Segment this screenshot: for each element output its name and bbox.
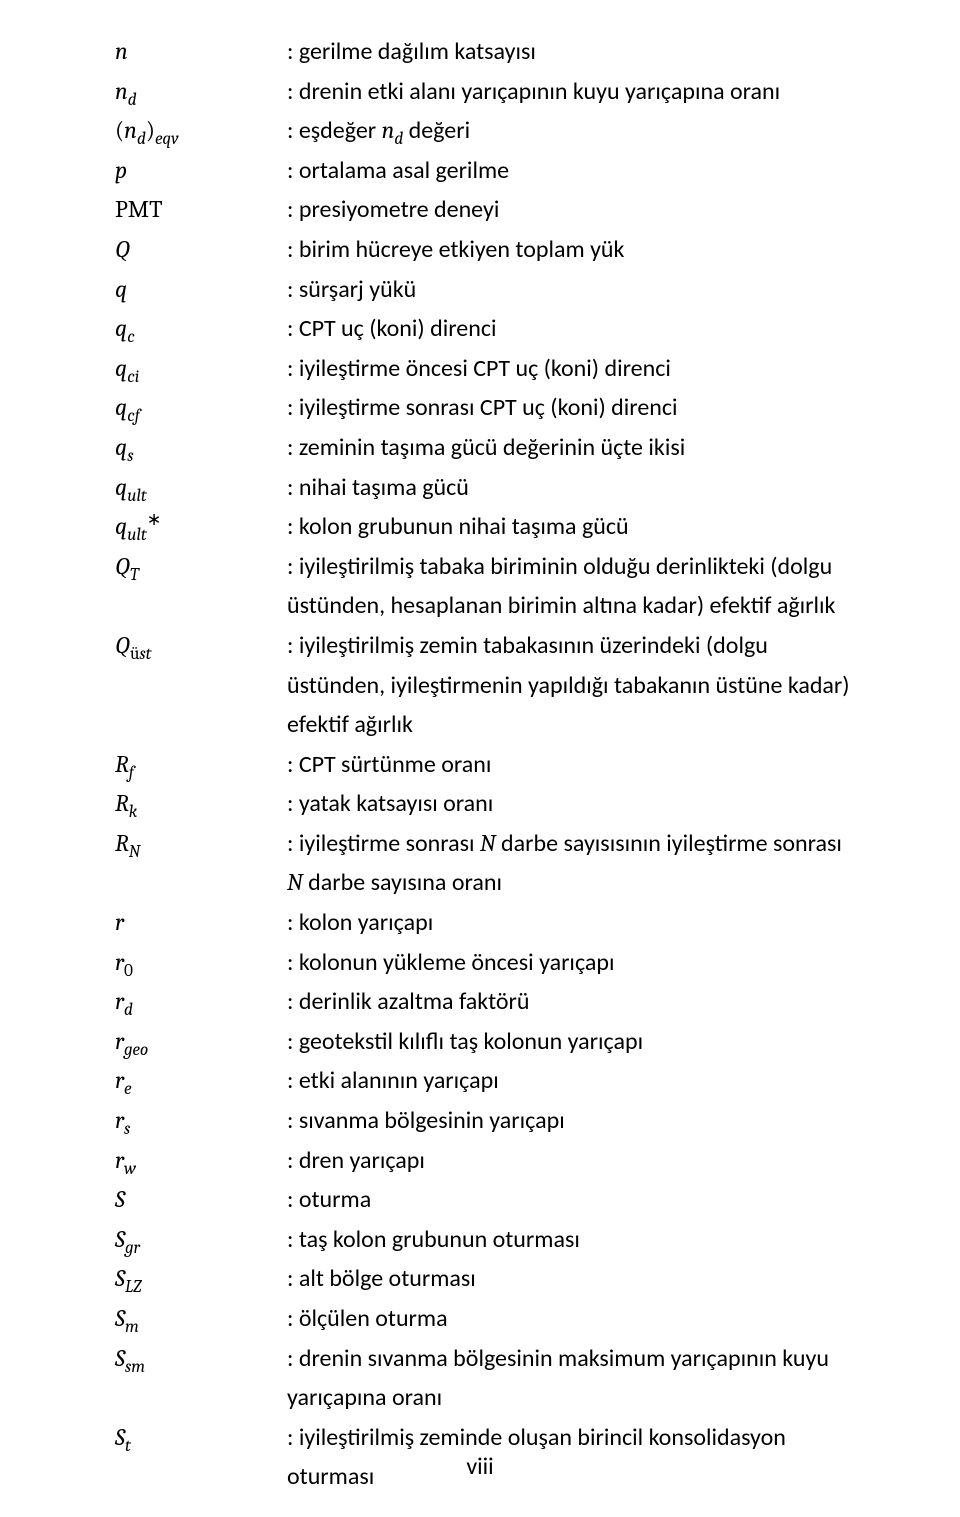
symbol: q: [115, 270, 287, 310]
description: : CPT uç (koni) direnci: [287, 309, 860, 349]
nomenclature-row: p: ortalama asal gerilme: [115, 151, 860, 191]
description: : yatak katsayısı oranı: [287, 784, 860, 824]
symbol: nd: [115, 72, 287, 112]
description: : etki alanının yarıçapı: [287, 1061, 860, 1101]
symbol: n: [115, 32, 287, 72]
symbol: re: [115, 1061, 287, 1101]
description: : geotekstil kılıflı taş kolonun yarıçap…: [287, 1022, 860, 1062]
description: : iyileştirme sonrası N darbe sayısısını…: [287, 824, 860, 903]
nomenclature-row: Ssm: drenin sıvanma bölgesinin maksimum …: [115, 1339, 860, 1418]
nomenclature-row: rs: sıvanma bölgesinin yarıçapı: [115, 1101, 860, 1141]
description: : zeminin taşıma gücü değerinin üçte iki…: [287, 428, 860, 468]
nomenclature-row: S: oturma: [115, 1180, 860, 1220]
description: : iyileştirilmiş tabaka biriminin olduğu…: [287, 547, 860, 626]
symbol: rs: [115, 1101, 287, 1141]
description: : presiyometre deneyi: [287, 190, 860, 230]
symbol: RN: [115, 824, 287, 864]
nomenclature-row: Sm: ölçülen oturma: [115, 1299, 860, 1339]
symbol: qcf: [115, 388, 287, 428]
nomenclature-row: RN: iyileştirme sonrası N darbe sayısısı…: [115, 824, 860, 903]
symbol: rw: [115, 1141, 287, 1181]
description: : sıvanma bölgesinin yarıçapı: [287, 1101, 860, 1141]
description: : ölçülen oturma: [287, 1299, 860, 1339]
symbol: qult: [115, 468, 287, 508]
nomenclature-row: qs: zeminin taşıma gücü değerinin üçte i…: [115, 428, 860, 468]
description: : eşdeğer nd değeri: [287, 111, 860, 151]
nomenclature-row: PMT: presiyometre deneyi: [115, 190, 860, 230]
description: : iyileştirme sonrası CPT uç (koni) dire…: [287, 388, 860, 428]
description: : taş kolon grubunun oturması: [287, 1220, 860, 1260]
nomenclature-row: SLZ: alt bölge oturması: [115, 1259, 860, 1299]
description: : birim hücreye etkiyen toplam yük: [287, 230, 860, 270]
nomenclature-row: n: gerilme dağılım katsayısı: [115, 32, 860, 72]
symbol: Rf: [115, 745, 287, 785]
nomenclature-row: Rf: CPT sürtünme oranı: [115, 745, 860, 785]
description: : drenin sıvanma bölgesinin maksimum yar…: [287, 1339, 860, 1418]
nomenclature-row: r: kolon yarıçapı: [115, 903, 860, 943]
description: : kolon yarıçapı: [287, 903, 860, 943]
nomenclature-list: n: gerilme dağılım katsayısınd: drenin e…: [115, 32, 860, 1497]
symbol: rd: [115, 982, 287, 1022]
nomenclature-row: qci: iyileştirme öncesi CPT uç (koni) di…: [115, 349, 860, 389]
symbol: qs: [115, 428, 287, 468]
description: : gerilme dağılım katsayısı: [287, 32, 860, 72]
symbol: Qüst: [115, 626, 287, 666]
nomenclature-row: (nd)eqv: eşdeğer nd değeri: [115, 111, 860, 151]
description: : kolonun yükleme öncesi yarıçapı: [287, 943, 860, 983]
nomenclature-row: nd: drenin etki alanı yarıçapının kuyu y…: [115, 72, 860, 112]
symbol: r0: [115, 943, 287, 983]
nomenclature-row: qult: nihai taşıma gücü: [115, 468, 860, 508]
nomenclature-row: rgeo: geotekstil kılıflı taş kolonun yar…: [115, 1022, 860, 1062]
symbol: Ssm: [115, 1339, 287, 1379]
page-number: viii: [0, 1452, 960, 1481]
symbol: Rk: [115, 784, 287, 824]
symbol: r: [115, 903, 287, 943]
description: : oturma: [287, 1180, 860, 1220]
nomenclature-row: qcf: iyileştirme sonrası CPT uç (koni) d…: [115, 388, 860, 428]
symbol: Sm: [115, 1299, 287, 1339]
nomenclature-row: rd: derinlik azaltma faktörü: [115, 982, 860, 1022]
symbol: Sgr: [115, 1220, 287, 1260]
nomenclature-row: qc: CPT uç (koni) direnci: [115, 309, 860, 349]
nomenclature-row: Rk: yatak katsayısı oranı: [115, 784, 860, 824]
symbol: Q: [115, 230, 287, 270]
nomenclature-row: rw: dren yarıçapı: [115, 1141, 860, 1181]
description: : iyileştirme öncesi CPT uç (koni) diren…: [287, 349, 860, 389]
symbol: QT: [115, 547, 287, 587]
symbol: qc: [115, 309, 287, 349]
symbol: qult∗: [115, 507, 287, 547]
nomenclature-row: Sgr: taş kolon grubunun oturması: [115, 1220, 860, 1260]
description: : derinlik azaltma faktörü: [287, 982, 860, 1022]
nomenclature-row: Q: birim hücreye etkiyen toplam yük: [115, 230, 860, 270]
symbol: S: [115, 1180, 287, 1220]
description: : kolon grubunun nihai taşıma gücü: [287, 507, 860, 547]
description: : alt bölge oturması: [287, 1259, 860, 1299]
nomenclature-row: re: etki alanının yarıçapı: [115, 1061, 860, 1101]
description: : drenin etki alanı yarıçapının kuyu yar…: [287, 72, 860, 112]
nomenclature-row: qult∗: kolon grubunun nihai taşıma gücü: [115, 507, 860, 547]
symbol: SLZ: [115, 1259, 287, 1299]
nomenclature-row: r0: kolonun yükleme öncesi yarıçapı: [115, 943, 860, 983]
nomenclature-row: Qüst: iyileştirilmiş zemin tabakasının ü…: [115, 626, 860, 745]
nomenclature-row: QT: iyileştirilmiş tabaka biriminin oldu…: [115, 547, 860, 626]
description: : sürşarj yükü: [287, 270, 860, 310]
symbol: p: [115, 151, 287, 191]
symbol: PMT: [115, 190, 287, 230]
description: : iyileştirilmiş zemin tabakasının üzeri…: [287, 626, 860, 745]
nomenclature-row: q: sürşarj yükü: [115, 270, 860, 310]
symbol: qci: [115, 349, 287, 389]
description: : ortalama asal gerilme: [287, 151, 860, 191]
description: : dren yarıçapı: [287, 1141, 860, 1181]
description: : nihai taşıma gücü: [287, 468, 860, 508]
description: : CPT sürtünme oranı: [287, 745, 860, 785]
symbol: rgeo: [115, 1022, 287, 1062]
symbol: (nd)eqv: [115, 111, 287, 151]
